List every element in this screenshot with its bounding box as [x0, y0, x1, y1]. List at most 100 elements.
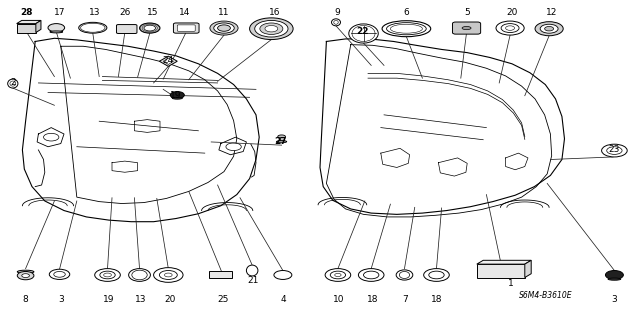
Circle shape — [535, 22, 563, 36]
Text: 20: 20 — [506, 8, 518, 17]
Bar — [477, 264, 525, 278]
Text: 2: 2 — [10, 78, 15, 87]
Circle shape — [214, 23, 234, 33]
Circle shape — [144, 25, 156, 31]
Circle shape — [506, 26, 515, 30]
Text: 9: 9 — [335, 8, 340, 17]
Ellipse shape — [399, 271, 410, 278]
Circle shape — [22, 274, 29, 278]
Polygon shape — [477, 260, 531, 264]
Text: 3: 3 — [612, 295, 617, 304]
Circle shape — [424, 269, 449, 281]
Circle shape — [17, 271, 34, 280]
Bar — [17, 24, 36, 33]
Text: 1: 1 — [508, 279, 513, 288]
Circle shape — [501, 24, 519, 33]
Circle shape — [607, 147, 622, 154]
Text: 28: 28 — [20, 8, 33, 17]
Ellipse shape — [349, 24, 378, 43]
Polygon shape — [159, 56, 177, 66]
Polygon shape — [525, 260, 531, 278]
Circle shape — [274, 271, 292, 279]
Text: 10: 10 — [333, 295, 345, 304]
FancyBboxPatch shape — [177, 25, 195, 31]
Text: 6: 6 — [404, 8, 409, 17]
Circle shape — [255, 20, 288, 37]
Circle shape — [540, 24, 558, 33]
Circle shape — [496, 21, 524, 35]
Text: 18: 18 — [431, 295, 443, 304]
Ellipse shape — [10, 81, 15, 86]
Ellipse shape — [462, 26, 471, 30]
Text: 19: 19 — [170, 91, 182, 100]
Ellipse shape — [332, 19, 340, 26]
Ellipse shape — [129, 269, 150, 281]
Circle shape — [325, 269, 351, 281]
Text: 24: 24 — [162, 56, 173, 65]
Ellipse shape — [390, 24, 422, 33]
Circle shape — [429, 271, 444, 279]
Ellipse shape — [246, 265, 258, 276]
Circle shape — [250, 18, 293, 40]
Text: 14: 14 — [179, 8, 190, 17]
Circle shape — [210, 21, 238, 35]
Text: 5: 5 — [465, 8, 470, 17]
Circle shape — [159, 271, 177, 279]
Circle shape — [164, 273, 172, 277]
Ellipse shape — [352, 26, 375, 41]
Ellipse shape — [396, 270, 413, 280]
Ellipse shape — [334, 20, 339, 24]
Text: 17: 17 — [54, 8, 65, 17]
Text: 13: 13 — [89, 8, 100, 17]
Text: 22: 22 — [356, 27, 369, 36]
Circle shape — [358, 269, 384, 281]
Ellipse shape — [276, 140, 287, 143]
Ellipse shape — [50, 31, 63, 33]
Text: 25: 25 — [217, 295, 228, 304]
FancyBboxPatch shape — [452, 22, 481, 34]
Circle shape — [140, 23, 160, 33]
Polygon shape — [163, 58, 173, 64]
Circle shape — [605, 271, 623, 279]
Circle shape — [335, 273, 341, 277]
Text: S6M4-B3610E: S6M4-B3610E — [519, 291, 573, 300]
Circle shape — [154, 268, 183, 282]
Bar — [280, 137, 284, 141]
Circle shape — [265, 26, 278, 32]
Ellipse shape — [608, 278, 621, 280]
Ellipse shape — [81, 23, 105, 32]
Text: 8: 8 — [23, 295, 28, 304]
Circle shape — [170, 92, 184, 99]
Ellipse shape — [79, 22, 107, 33]
Text: 3: 3 — [58, 295, 63, 304]
Bar — [209, 271, 232, 278]
Text: 21: 21 — [247, 276, 259, 285]
Circle shape — [49, 269, 70, 279]
Ellipse shape — [132, 270, 147, 280]
Text: 15: 15 — [147, 8, 158, 17]
Text: 19: 19 — [103, 295, 115, 304]
FancyBboxPatch shape — [116, 25, 137, 33]
Text: 20: 20 — [164, 295, 175, 304]
Ellipse shape — [17, 270, 34, 273]
Circle shape — [260, 23, 283, 34]
Circle shape — [44, 133, 59, 141]
Circle shape — [545, 26, 554, 31]
Text: 18: 18 — [367, 295, 379, 304]
Circle shape — [226, 143, 241, 151]
Ellipse shape — [172, 97, 182, 99]
Ellipse shape — [8, 79, 18, 88]
Ellipse shape — [278, 135, 285, 138]
Circle shape — [364, 271, 379, 279]
Circle shape — [330, 271, 346, 279]
Circle shape — [104, 273, 111, 277]
Text: 26: 26 — [119, 8, 131, 17]
Ellipse shape — [387, 23, 426, 35]
Circle shape — [95, 269, 120, 281]
Circle shape — [100, 271, 115, 279]
Text: 13: 13 — [135, 295, 147, 304]
Circle shape — [54, 271, 65, 277]
Text: 11: 11 — [218, 8, 230, 17]
Text: 27: 27 — [274, 137, 287, 146]
Circle shape — [218, 25, 230, 31]
